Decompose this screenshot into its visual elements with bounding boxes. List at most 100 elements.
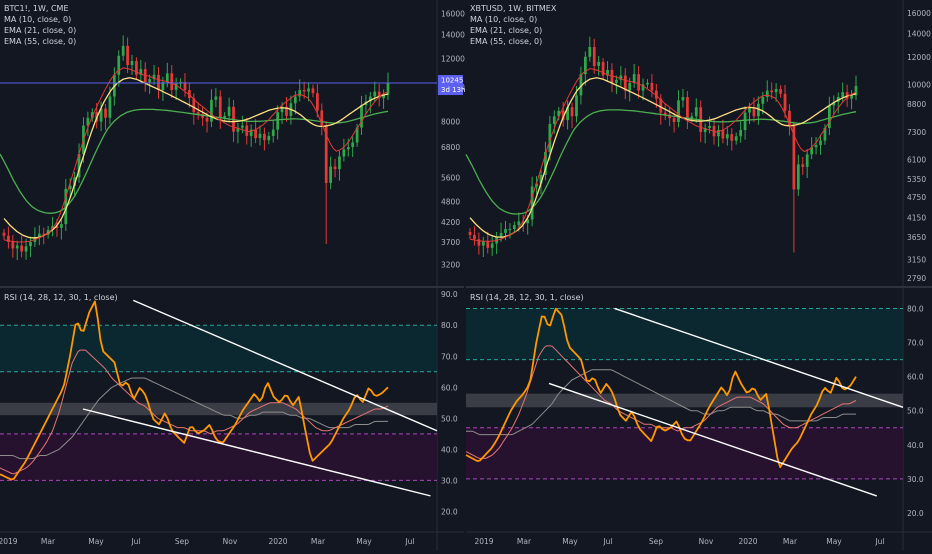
candle-body (739, 130, 743, 137)
rsi-slow-ma-line (0, 377, 388, 460)
candle-body (583, 56, 587, 75)
candle-body (770, 90, 774, 93)
candle-body (117, 55, 121, 75)
candle-body (814, 145, 818, 148)
candle-body (473, 235, 476, 240)
candle-body (801, 164, 805, 167)
left-symbol-label[interactable]: BTC1!, 1W, CME (4, 4, 69, 13)
candle-body (832, 102, 836, 106)
candle-body (368, 96, 372, 102)
candle-body (841, 92, 845, 98)
price-tick-label: 3650 (907, 233, 926, 242)
rsi-tick-label: 50.0 (907, 407, 924, 416)
candle-body (508, 229, 512, 231)
candle-body (130, 60, 134, 66)
candle-body (24, 246, 28, 252)
candle-body (258, 133, 262, 139)
candle-body (703, 127, 707, 133)
time-tick-label: Mar (517, 537, 532, 546)
time-tick-label: Jul (602, 537, 612, 546)
mid-band (466, 393, 903, 408)
current-price-tag: 10245 (441, 77, 463, 85)
candle-body (68, 185, 72, 189)
candle-body (646, 82, 649, 85)
candle-body (307, 88, 310, 92)
candle-body (725, 134, 729, 139)
candle-body (654, 90, 658, 99)
candle-body (157, 74, 160, 90)
candle-body (7, 235, 10, 242)
price-tick-label: 6100 (907, 155, 926, 164)
candle-body (845, 92, 849, 99)
candle-body (561, 110, 565, 121)
rsi-tick-label: 50.0 (441, 414, 458, 423)
candle-body (521, 221, 525, 224)
right-symbol-label[interactable]: XBTUSD, 1W, BITMEX (470, 4, 557, 13)
candle-body (588, 46, 592, 57)
rsi-tick-label: 60.0 (441, 383, 458, 392)
right-ema21-label[interactable]: EMA (21, close, 0) (470, 26, 543, 35)
candle-body (601, 61, 605, 76)
right-ma10-label[interactable]: MA (10, close, 0) (470, 15, 538, 24)
candle-body (792, 125, 796, 190)
price-tick-label: 5350 (907, 175, 926, 184)
candle-body (734, 136, 738, 141)
candle-body (165, 73, 169, 83)
candle-body (298, 89, 302, 97)
candle-body (659, 98, 663, 113)
left-rsi-label[interactable]: RSI (14, 28, 12, 30, 1, close) (4, 293, 118, 302)
candle-body (677, 100, 680, 123)
time-tick-label: Jul (874, 537, 884, 546)
candle-body (566, 107, 569, 121)
candle-body (329, 166, 332, 183)
candle-body (139, 69, 143, 75)
right-ema55-label[interactable]: EMA (55, close, 0) (470, 37, 543, 46)
candle-body (29, 241, 32, 247)
candle-body (557, 110, 561, 117)
rsi-tick-label: 20.0 (907, 509, 924, 518)
left-ema21-label[interactable]: EMA (21, close, 0) (4, 26, 77, 35)
candle-body (11, 241, 15, 249)
rsi-trendline (548, 382, 878, 497)
candle-body (694, 107, 698, 117)
candle-body (637, 74, 640, 91)
rsi-tick-label: 80.0 (907, 304, 924, 313)
left-ema55-label[interactable]: EMA (55, close, 0) (4, 37, 77, 46)
candle-body (183, 82, 187, 90)
candle-body (240, 125, 244, 128)
rsi-trendline (133, 299, 438, 432)
candle-body (779, 89, 782, 94)
candle-body (46, 229, 50, 235)
candle-body (214, 96, 218, 100)
candle-body (37, 233, 41, 238)
price-tick-label: 10000 (907, 80, 931, 89)
countdown-tag: 3d 13h (441, 86, 465, 94)
rsi-slow-ma-line (466, 369, 856, 436)
candle-body (121, 45, 125, 56)
candle-body (236, 127, 240, 132)
ma10-line (469, 68, 857, 242)
candle-body (342, 149, 346, 157)
candle-body (512, 225, 516, 230)
ema21-line (3, 77, 389, 239)
price-tick-label: 4800 (441, 197, 460, 206)
candle-body (774, 89, 778, 93)
candle-body (377, 91, 381, 99)
candle-body (628, 82, 632, 91)
price-tick-label: 4150 (907, 214, 926, 223)
candle-body (316, 93, 319, 111)
candle-body (267, 135, 271, 141)
right-rsi-label[interactable]: RSI (14, 28, 12, 30, 1, close) (470, 293, 584, 302)
rsi-pane: 90.0 80.0 70.0 60.0 50.0 40.0 30.0 20.0 (0, 290, 458, 516)
time-tick-label: Sep (649, 537, 663, 546)
time-tick-label: Nov (223, 537, 238, 546)
left-ma10-label[interactable]: MA (10, close, 0) (4, 15, 72, 24)
time-tick-label: Mar (783, 537, 798, 546)
rsi-line (0, 300, 389, 481)
candle-body (360, 104, 363, 128)
candle-body (490, 243, 494, 248)
rsi-tick-label: 40.0 (907, 441, 924, 450)
candle-body (805, 154, 809, 167)
